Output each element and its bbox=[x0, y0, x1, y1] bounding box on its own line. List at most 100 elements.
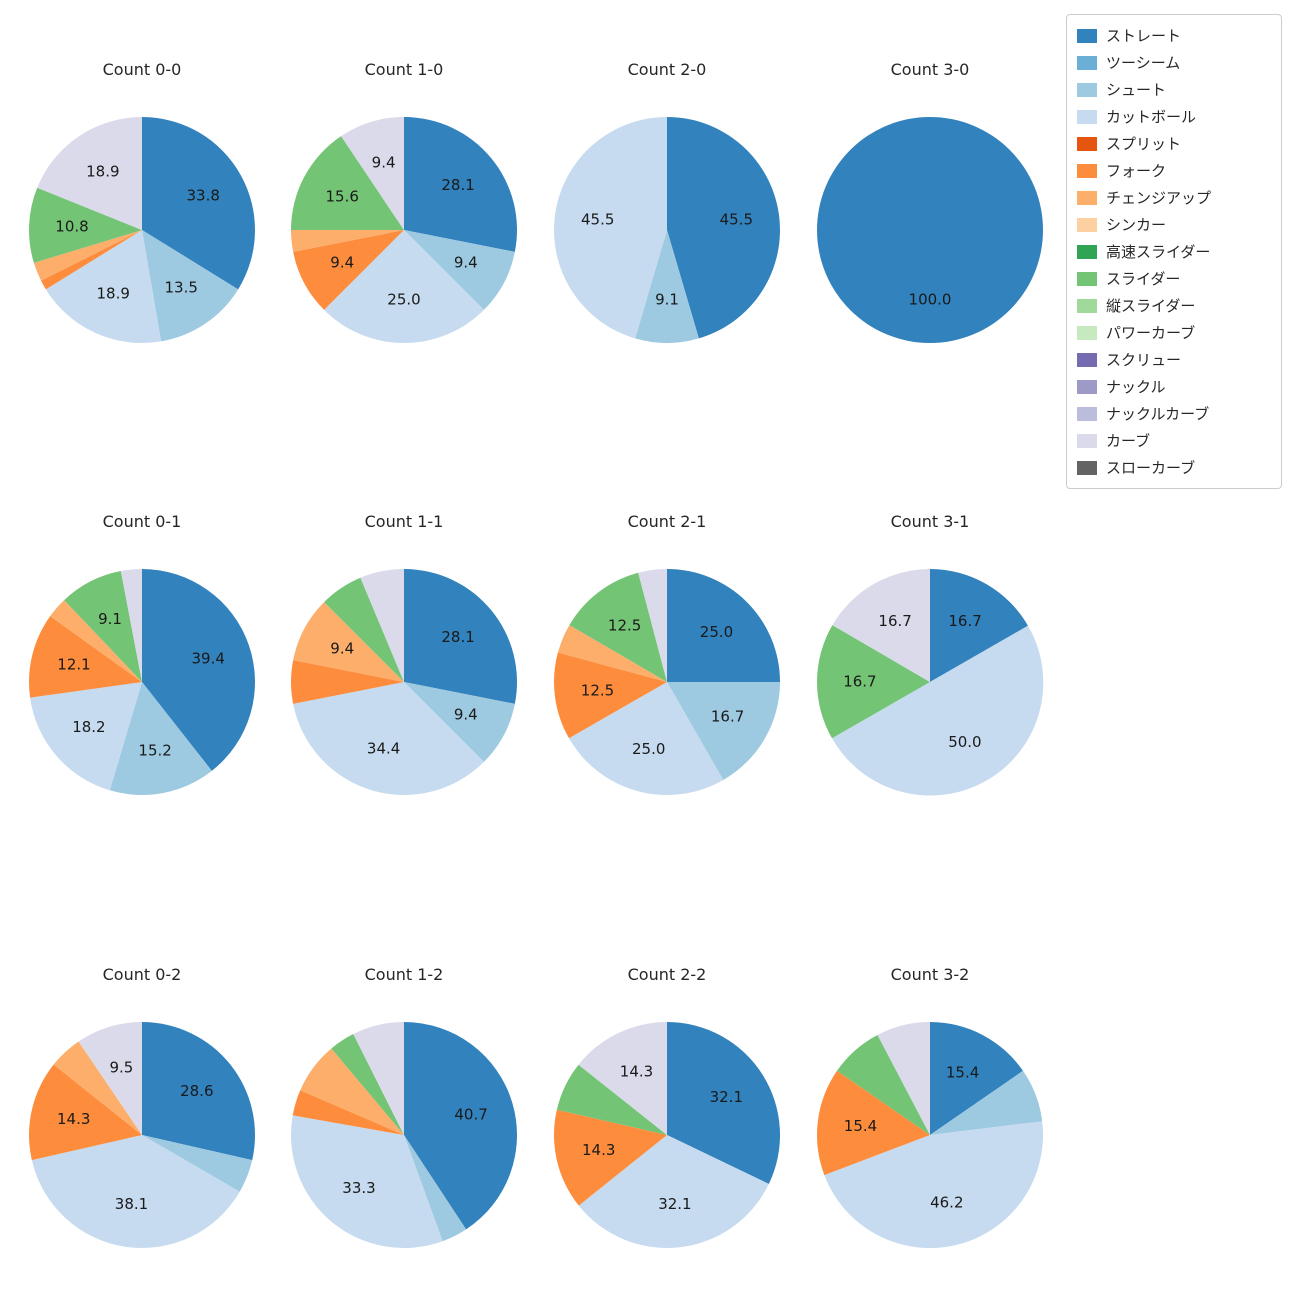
legend-color-swatch-icon bbox=[1077, 352, 1097, 367]
legend-item-label: パワーカーブ bbox=[1106, 324, 1196, 342]
pie-svg: 33.8 13.5 18.9 10.8 18.9 bbox=[28, 117, 255, 344]
pie-slice bbox=[404, 682, 515, 762]
pie-slice bbox=[578, 1022, 667, 1135]
pie-title-count-2-1: Count 2-1 bbox=[627, 512, 707, 531]
pie-slice bbox=[877, 1022, 930, 1135]
pie-svg: 40.7 33.3 bbox=[291, 1022, 517, 1249]
pie-slice bbox=[28, 1064, 142, 1161]
pie-title-count-1-2: Count 1-2 bbox=[364, 965, 444, 984]
pie-slice bbox=[667, 569, 780, 682]
pie-svg: 28.1 9.4 34.4 9.4 bbox=[291, 569, 517, 795]
pie-title-count-1-1: Count 1-1 bbox=[364, 512, 444, 531]
pie-chart-count-3-2: 15.4 46.2 15.4 bbox=[815, 1020, 1045, 1250]
pie-svg: 16.7 50.0 16.7 16.7 bbox=[817, 569, 1044, 796]
pie-percent-label: 9.4 bbox=[330, 254, 354, 272]
pie-slice bbox=[832, 625, 1044, 796]
legend-item: ナックルカーブ bbox=[1073, 400, 1275, 427]
legend-color-swatch-icon bbox=[1077, 460, 1097, 475]
pie-cell-count-0-1: Count 0-1 39.4 15.2 18.2 12.1 9.1 bbox=[27, 510, 257, 797]
pie-slice bbox=[360, 569, 404, 682]
pie-slice bbox=[824, 1121, 1044, 1249]
pie-slice bbox=[832, 569, 930, 682]
pie-slice bbox=[638, 569, 667, 682]
pie-slice bbox=[31, 1135, 240, 1248]
legend-item: 縦スライダー bbox=[1073, 292, 1275, 319]
pie-percent-label: 9.4 bbox=[372, 154, 396, 172]
pie-slice bbox=[293, 230, 404, 310]
pie-svg: 28.1 9.4 25.0 9.4 15.6 9.4 bbox=[291, 116, 517, 343]
pie-slice bbox=[142, 1022, 256, 1161]
pie-slice bbox=[30, 682, 142, 791]
pie-percent-label: 33.8 bbox=[186, 186, 219, 204]
pie-title-count-2-0: Count 2-0 bbox=[627, 60, 707, 79]
legend-item: スクリュー bbox=[1073, 346, 1275, 373]
legend-item-label: 高速スライダー bbox=[1106, 243, 1211, 261]
pie-cell-count-1-0: Count 1-0 28.1 9.4 25.0 9.4 15.6 9.4 bbox=[289, 58, 519, 345]
pie-percent-label: 9.1 bbox=[655, 291, 679, 309]
pie-percent-label: 12.5 bbox=[608, 617, 641, 635]
pie-cell-count-1-2: Count 1-2 40.7 33.3 bbox=[289, 963, 519, 1250]
legend-item-label: シンカー bbox=[1106, 216, 1167, 234]
legend-item-label: スライダー bbox=[1106, 270, 1181, 288]
pie-chart-count-2-2: 32.1 32.1 14.3 14.3 bbox=[552, 1020, 782, 1250]
legend-color-swatch-icon bbox=[1077, 298, 1097, 313]
legend-item-label: フォーク bbox=[1106, 162, 1167, 180]
pie-slice bbox=[404, 569, 517, 704]
pie-slice bbox=[37, 117, 142, 230]
pie-percent-label: 50.0 bbox=[948, 733, 981, 751]
pie-slice bbox=[291, 230, 404, 252]
pie-percent-label: 16.7 bbox=[948, 612, 981, 630]
pie-slice bbox=[41, 230, 142, 290]
pie-percent-label: 45.5 bbox=[581, 211, 614, 229]
legend-item: カーブ bbox=[1073, 427, 1275, 454]
pie-chart-count-1-2: 40.7 33.3 bbox=[289, 1020, 519, 1250]
pie-percent-label: 18.2 bbox=[72, 718, 105, 736]
pie-slice bbox=[816, 1070, 930, 1176]
legend-item: パワーカーブ bbox=[1073, 319, 1275, 346]
pie-slice bbox=[553, 1109, 667, 1206]
pie-percent-label: 25.0 bbox=[387, 291, 420, 309]
pie-slice bbox=[300, 1048, 404, 1135]
pie-slice bbox=[142, 117, 255, 290]
pie-slice bbox=[293, 602, 404, 682]
pie-slice bbox=[292, 1090, 404, 1135]
pie-percent-label: 25.0 bbox=[700, 623, 733, 641]
pie-percent-label: 28.6 bbox=[180, 1082, 213, 1100]
pie-slice bbox=[667, 682, 780, 780]
pie-percent-label: 12.1 bbox=[57, 656, 90, 674]
pie-percent-label: 10.8 bbox=[55, 217, 88, 235]
legend: ストレート ツーシーム シュート カットボール スプリット フォーク チェンジア… bbox=[1066, 14, 1282, 489]
legend-item: スローカーブ bbox=[1073, 454, 1275, 481]
pie-slice bbox=[817, 117, 1043, 343]
pie-svg: 15.4 46.2 15.4 bbox=[816, 1022, 1044, 1249]
pie-chart-count-3-0: 100.0 bbox=[815, 115, 1045, 345]
legend-item-label: ナックルカーブ bbox=[1106, 405, 1210, 423]
pie-percent-label: 9.5 bbox=[109, 1059, 133, 1077]
legend-color-swatch-icon bbox=[1077, 28, 1097, 43]
pie-slice bbox=[930, 569, 1028, 682]
legend-item: スライダー bbox=[1073, 265, 1275, 292]
legend-item-label: カットボール bbox=[1106, 108, 1197, 126]
legend-item: 高速スライダー bbox=[1073, 238, 1275, 265]
pie-percent-label: 100.0 bbox=[909, 291, 952, 309]
legend-item: ツーシーム bbox=[1073, 49, 1275, 76]
pie-slice bbox=[578, 1135, 769, 1248]
pie-percent-label: 15.4 bbox=[946, 1064, 979, 1082]
pie-percent-label: 9.4 bbox=[454, 706, 478, 724]
pie-slice bbox=[29, 616, 142, 698]
pie-percent-label: 9.4 bbox=[330, 640, 354, 658]
pie-slice bbox=[324, 577, 404, 682]
pie-slice bbox=[291, 136, 404, 230]
legend-item-label: ツーシーム bbox=[1106, 54, 1181, 72]
legend-item: カットボール bbox=[1073, 103, 1275, 130]
legend-color-swatch-icon bbox=[1077, 109, 1097, 124]
pie-title-count-0-0: Count 0-0 bbox=[102, 60, 182, 79]
legend-color-swatch-icon bbox=[1077, 406, 1097, 421]
pie-slice bbox=[142, 569, 256, 771]
pie-cell-count-3-2: Count 3-2 15.4 46.2 15.4 bbox=[815, 963, 1045, 1250]
pie-percent-label: 18.9 bbox=[86, 162, 119, 180]
pie-slice bbox=[557, 625, 667, 682]
legend-item: シンカー bbox=[1073, 211, 1275, 238]
pie-svg: 28.6 38.1 14.3 9.5 bbox=[28, 1022, 256, 1248]
pie-cell-count-0-2: Count 0-2 28.6 38.1 14.3 9.5 bbox=[27, 963, 257, 1250]
